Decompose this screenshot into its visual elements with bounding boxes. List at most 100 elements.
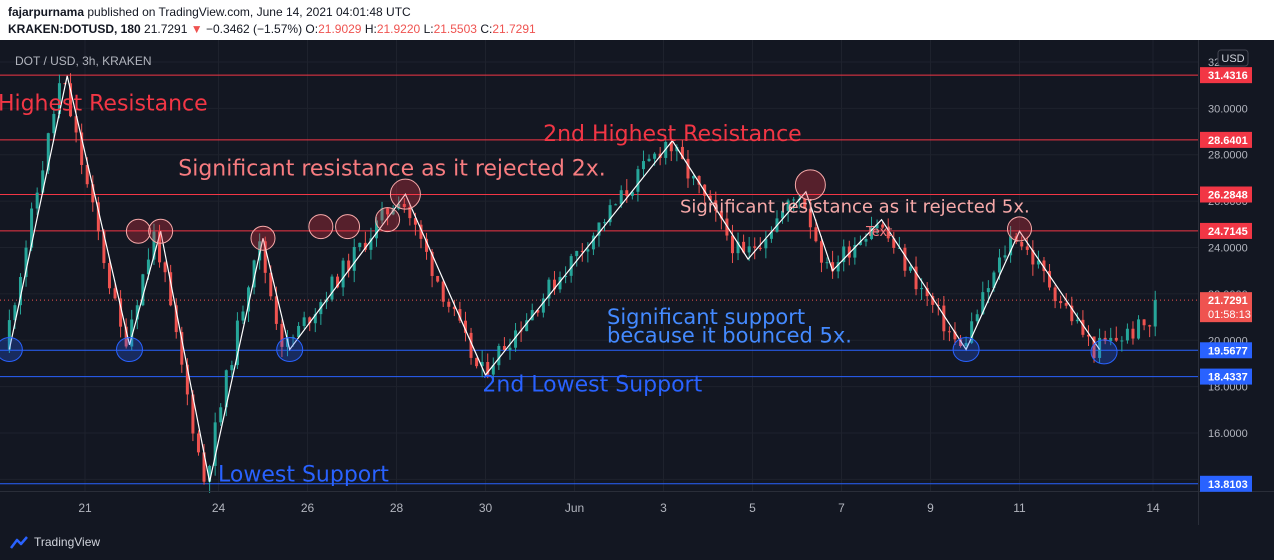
author-name[interactable]: fajarpurnama — [8, 5, 85, 19]
candle-body — [714, 200, 718, 211]
candle-body — [970, 321, 974, 343]
candle — [80, 123, 84, 175]
candle-body — [864, 239, 868, 242]
candle-body — [753, 246, 757, 248]
candle-body — [541, 298, 545, 313]
candle — [925, 282, 929, 307]
candle — [475, 357, 479, 369]
candle — [302, 311, 306, 329]
candle-body — [1003, 255, 1007, 258]
candle-body — [347, 260, 351, 271]
resistance-highlight-circle — [148, 218, 174, 244]
candle — [1048, 263, 1052, 291]
candle-body — [608, 205, 612, 223]
candle — [152, 223, 156, 266]
candle — [1120, 336, 1124, 352]
candle-body — [747, 246, 751, 253]
candle — [575, 250, 579, 267]
candle — [119, 290, 123, 338]
candle — [881, 221, 885, 230]
level-price-badge: 13.8103 — [1200, 475, 1252, 492]
candle-body — [959, 339, 963, 347]
candle — [369, 227, 373, 260]
candle — [480, 350, 484, 378]
candle — [508, 338, 512, 360]
low-value: 21.5503 — [433, 22, 477, 36]
candle-body — [569, 256, 573, 276]
candle-body — [1148, 325, 1152, 327]
candle — [458, 301, 462, 324]
candle — [230, 360, 234, 378]
annotations: Highest Resistance 2nd Highest Resistance… — [0, 92, 1030, 488]
candle-body — [1020, 241, 1024, 247]
candle — [686, 150, 690, 188]
tradingview-logo-icon[interactable] — [10, 534, 30, 550]
current-price-badge: 21.7291 01:58:13 — [1200, 292, 1252, 323]
tradingview-brand[interactable]: TradingView — [34, 535, 101, 549]
candle-body — [413, 218, 417, 225]
candle-body — [853, 244, 857, 258]
candle — [870, 216, 874, 241]
price-axis-tick: 30.0000 — [1208, 103, 1248, 115]
candle-body — [1053, 287, 1057, 302]
price-axis-tick: 24.0000 — [1208, 242, 1248, 254]
candle-body — [452, 306, 456, 310]
candle — [914, 256, 918, 296]
candle-body — [1114, 337, 1118, 341]
candle-body — [1142, 319, 1146, 326]
candle — [1053, 285, 1057, 309]
candle — [736, 232, 740, 261]
candle-body — [185, 364, 189, 395]
candle — [931, 292, 935, 313]
candle — [241, 305, 245, 324]
candle-body — [102, 231, 106, 264]
candle — [425, 232, 429, 260]
candle-body — [491, 365, 495, 375]
open-label: O: — [305, 22, 319, 36]
candle-body — [408, 206, 412, 219]
candle-body — [530, 310, 534, 321]
candle-body — [74, 116, 78, 133]
candle-body — [386, 208, 390, 215]
candle-body — [1042, 260, 1046, 272]
candle-body — [536, 310, 540, 313]
candle — [530, 303, 534, 321]
price-axis[interactable]: 32.000030.000028.000026.000024.000022.00… — [1200, 57, 1252, 492]
candle-body — [1059, 301, 1063, 304]
currency-badge[interactable]: USD — [1217, 49, 1249, 67]
candle-body — [975, 314, 979, 322]
time-axis-tick: 30 — [479, 501, 493, 515]
time-axis-tick: 5 — [749, 501, 756, 515]
candle-body — [247, 287, 251, 312]
candle-body — [630, 191, 634, 196]
candle — [69, 73, 73, 118]
candle — [1070, 296, 1074, 326]
candle-body — [113, 288, 117, 299]
candle-body — [135, 305, 139, 320]
candle-body — [274, 296, 278, 324]
candle-body — [558, 277, 562, 290]
candle-body — [469, 332, 473, 358]
candle — [436, 275, 440, 283]
time-axis-tick: 21 — [78, 501, 92, 515]
candle-body — [85, 164, 89, 185]
candle — [836, 255, 840, 279]
candle — [196, 430, 200, 456]
candle — [219, 403, 223, 426]
chart-area[interactable]: Highest Resistance 2nd Highest Resistance… — [0, 40, 1274, 525]
resistance-highlight-circle — [335, 214, 361, 240]
candle-body — [575, 250, 579, 257]
resistance-highlight-circle — [389, 178, 421, 210]
ticker-label: KRAKEN:DOTUSD, 180 — [8, 22, 141, 36]
time-axis[interactable]: 21 24 26 28 30 Jun 3 5 7 9 11 14 — [78, 501, 1160, 515]
candle — [486, 353, 490, 379]
candle-body — [208, 465, 212, 482]
candle-body — [875, 224, 879, 229]
candle-body — [1070, 305, 1074, 322]
level-badge-bg — [1200, 186, 1252, 203]
price-chart[interactable]: Highest Resistance 2nd Highest Resistance… — [0, 40, 1274, 525]
candle-body — [708, 195, 712, 201]
candle-body — [463, 320, 467, 333]
time-axis-tick: 28 — [390, 501, 404, 515]
annotation-text: Text — [865, 225, 892, 240]
